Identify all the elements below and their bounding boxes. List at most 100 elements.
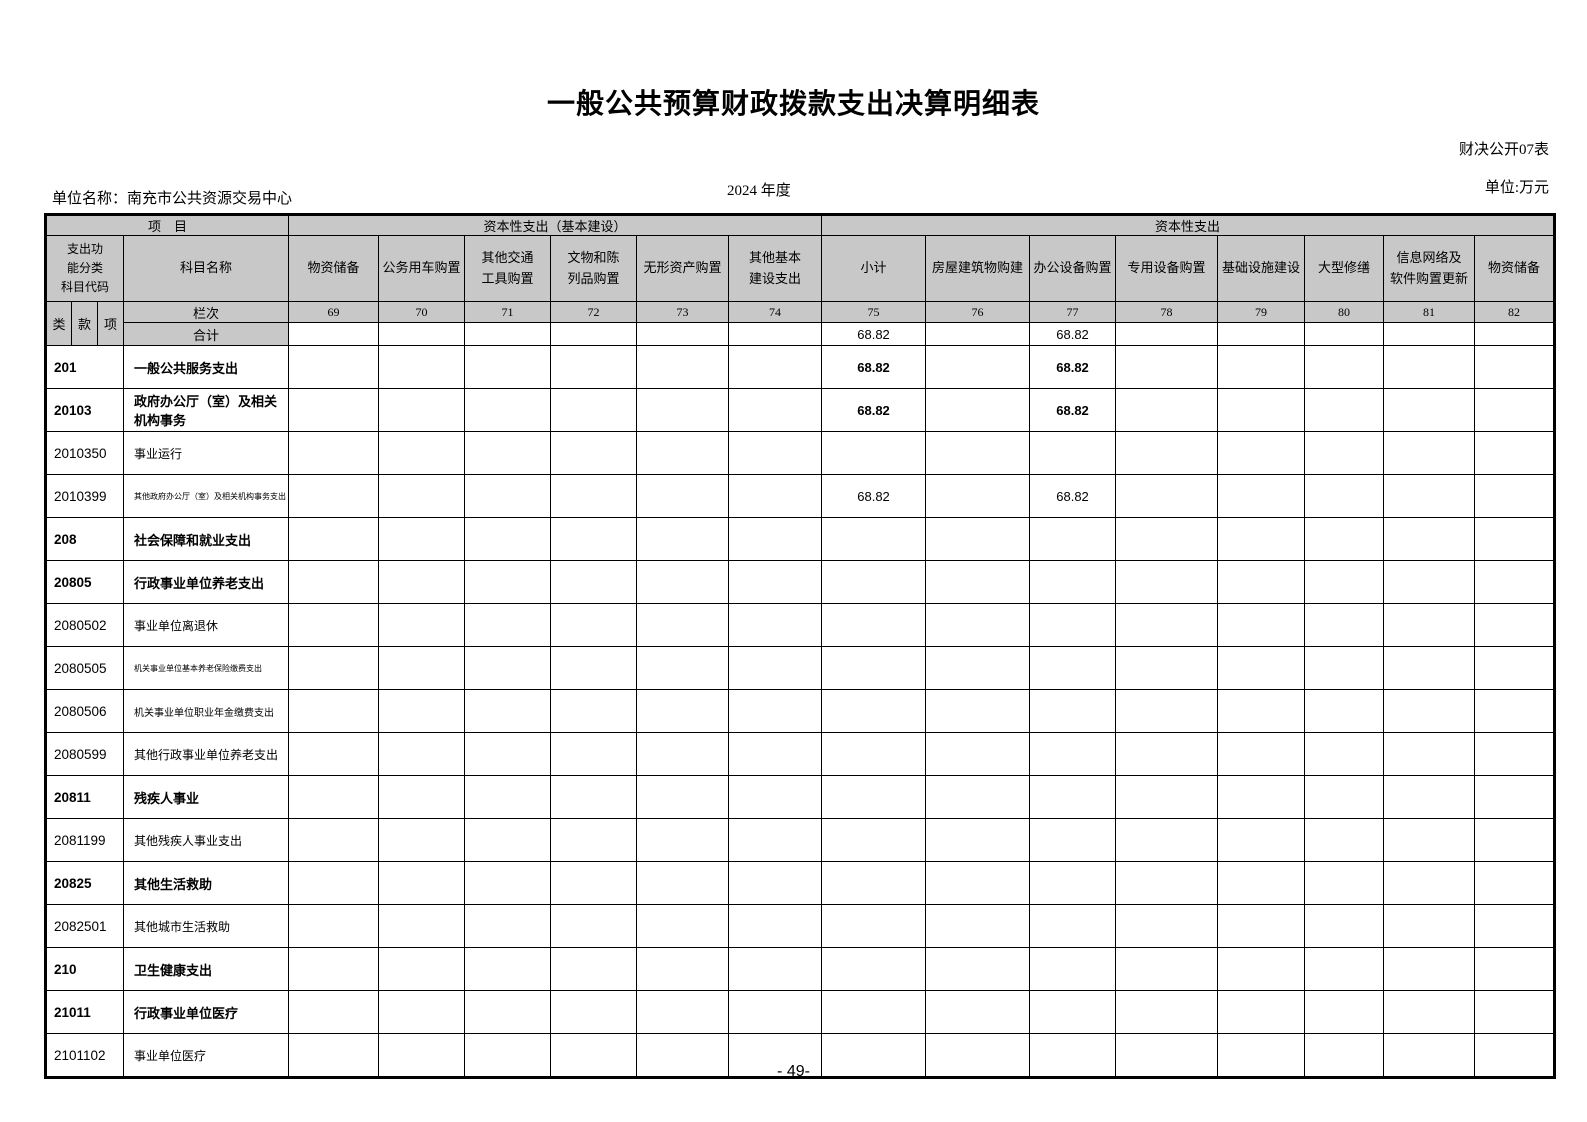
value-cell-71 bbox=[464, 947, 552, 991]
value-cell-71 bbox=[464, 818, 552, 862]
value-cell-74 bbox=[728, 431, 823, 475]
function-code-header: 支出功 能分类 科目代码 bbox=[45, 235, 124, 302]
value-cell-77: 68.82 bbox=[1029, 345, 1117, 389]
capital-group-header: 资本性支出 bbox=[821, 214, 1556, 236]
value-cell-74 bbox=[728, 689, 823, 733]
row-code: 20825 bbox=[45, 861, 124, 905]
row-subject-name: 其他生活救助 bbox=[122, 861, 290, 905]
column-number: 78 bbox=[1115, 301, 1219, 323]
value-cell-72 bbox=[550, 947, 638, 991]
value-cell-76 bbox=[925, 689, 1031, 733]
column-number: 77 bbox=[1029, 301, 1117, 323]
value-cell-71 bbox=[464, 517, 552, 561]
value-cell-80 bbox=[1304, 818, 1385, 862]
value-cell-69 bbox=[288, 861, 380, 905]
value-cell-80 bbox=[1304, 388, 1385, 432]
row-code: 2080506 bbox=[45, 689, 124, 733]
column-header-81: 信息网络及 软件购置更新 bbox=[1383, 235, 1476, 302]
value-cell-74 bbox=[728, 818, 823, 862]
table-row: 2010350 事业运行 bbox=[45, 431, 1556, 475]
value-cell-82 bbox=[1474, 861, 1556, 905]
value-cell-80 bbox=[1304, 517, 1385, 561]
value-cell-72 bbox=[550, 861, 638, 905]
table-row: 2081199 其他残疾人事业支出 bbox=[45, 818, 1556, 862]
value-cell-80 bbox=[1304, 904, 1385, 948]
value-cell-75 bbox=[821, 517, 927, 561]
lanci-label: 栏次 bbox=[122, 301, 290, 323]
value-cell-69 bbox=[288, 689, 380, 733]
value-cell-72 bbox=[550, 517, 638, 561]
value-cell-70 bbox=[378, 345, 466, 389]
row-code: 208 bbox=[45, 517, 124, 561]
row-code: 20811 bbox=[45, 775, 124, 819]
value-cell-69 bbox=[288, 345, 380, 389]
table-body: 201 一般公共服务支出 68.82 68.82 20103 政府办公厅（室）及相关机构事… bbox=[45, 345, 1556, 1078]
value-cell-74 bbox=[728, 474, 823, 518]
row-code: 20805 bbox=[45, 560, 124, 604]
value-cell-69 bbox=[288, 904, 380, 948]
value-cell-72 bbox=[550, 345, 638, 389]
table-row: 2080505 机关事业单位基本养老保险缴费支出 bbox=[45, 646, 1556, 690]
row-code: 2080599 bbox=[45, 732, 124, 776]
value-cell-81 bbox=[1383, 646, 1476, 690]
value-cell-77 bbox=[1029, 775, 1117, 819]
value-cell-75: 68.82 bbox=[821, 388, 927, 432]
column-header-73: 无形资产购置 bbox=[636, 235, 730, 302]
value-cell-79 bbox=[1217, 818, 1306, 862]
table-row: 20103 政府办公厅（室）及相关机构事务 68.82 68.82 bbox=[45, 388, 1556, 432]
value-cell-71 bbox=[464, 646, 552, 690]
value-cell-81 bbox=[1383, 431, 1476, 475]
value-cell-82 bbox=[1474, 947, 1556, 991]
value-cell-74 bbox=[728, 732, 823, 776]
value-cell-77: 68.82 bbox=[1029, 388, 1117, 432]
value-cell-82 bbox=[1474, 818, 1556, 862]
value-cell-80 bbox=[1304, 861, 1385, 905]
row-code: 20103 bbox=[45, 388, 124, 432]
value-cell-79 bbox=[1217, 603, 1306, 647]
value-cell-72 bbox=[550, 732, 638, 776]
value-cell-76 bbox=[925, 947, 1031, 991]
table-row: 210 卫生健康支出 bbox=[45, 947, 1556, 991]
row-subject-name: 行政事业单位医疗 bbox=[122, 990, 290, 1034]
value-cell-69 bbox=[288, 603, 380, 647]
row-code: 2010350 bbox=[45, 431, 124, 475]
value-cell-80 bbox=[1304, 431, 1385, 475]
value-cell-76 bbox=[925, 904, 1031, 948]
total-value-74 bbox=[728, 322, 823, 346]
value-cell-73 bbox=[636, 1033, 730, 1078]
row-subject-name: 机关事业单位基本养老保险缴费支出 bbox=[122, 646, 290, 690]
value-cell-79 bbox=[1217, 560, 1306, 604]
value-cell-75 bbox=[821, 431, 927, 475]
value-cell-76 bbox=[925, 345, 1031, 389]
value-cell-69 bbox=[288, 732, 380, 776]
total-value-70 bbox=[378, 322, 466, 346]
value-cell-80 bbox=[1304, 1033, 1385, 1078]
value-cell-77 bbox=[1029, 646, 1117, 690]
value-cell-69 bbox=[288, 431, 380, 475]
value-cell-76 bbox=[925, 517, 1031, 561]
value-cell-76 bbox=[925, 388, 1031, 432]
value-cell-81 bbox=[1383, 775, 1476, 819]
value-cell-70 bbox=[378, 646, 466, 690]
value-cell-72 bbox=[550, 560, 638, 604]
value-cell-80 bbox=[1304, 689, 1385, 733]
row-subject-name: 政府办公厅（室）及相关机构事务 bbox=[122, 388, 290, 432]
value-cell-75: 68.82 bbox=[821, 474, 927, 518]
value-cell-78 bbox=[1115, 689, 1219, 733]
class-header: 类 bbox=[45, 301, 72, 346]
page-number: - 49- bbox=[777, 1063, 810, 1080]
row-code: 2082501 bbox=[45, 904, 124, 948]
value-cell-70 bbox=[378, 732, 466, 776]
section-header: 款 bbox=[71, 301, 98, 346]
value-cell-72 bbox=[550, 904, 638, 948]
row-subject-name: 社会保障和就业支出 bbox=[122, 517, 290, 561]
value-cell-72 bbox=[550, 646, 638, 690]
table-row: 2010399 其他政府办公厅（室）及相关机构事务支出 68.82 68.82 bbox=[45, 474, 1556, 518]
value-cell-77 bbox=[1029, 1033, 1117, 1078]
value-cell-79 bbox=[1217, 646, 1306, 690]
table-row: 201 一般公共服务支出 68.82 68.82 bbox=[45, 345, 1556, 389]
row-subject-name: 卫生健康支出 bbox=[122, 947, 290, 991]
value-cell-72 bbox=[550, 474, 638, 518]
value-cell-72 bbox=[550, 775, 638, 819]
row-code: 201 bbox=[45, 345, 124, 389]
